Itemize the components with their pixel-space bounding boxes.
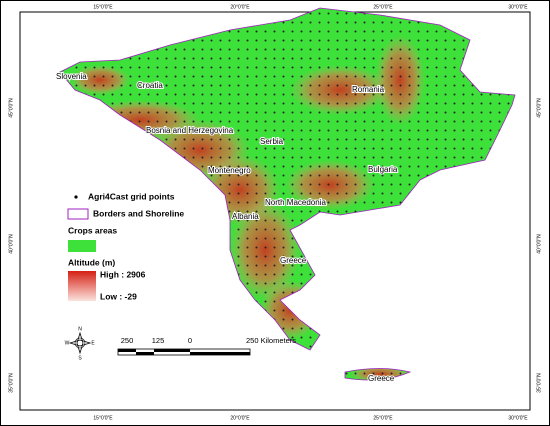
scale-bar: 250 125 0 250 Kilometers [117, 336, 296, 356]
lat-label: 45°0'0"N [536, 98, 542, 118]
legend-label: Low : -29 [100, 291, 137, 301]
lon-label: 25°0'0"E [373, 4, 393, 10]
scale-label: 250 Kilometers [246, 336, 296, 345]
country-label: Greece [280, 256, 307, 265]
compass-letter: E [91, 340, 95, 346]
scale-label: 250 [121, 336, 134, 345]
country-label: North Macedonia [265, 198, 326, 207]
legend-label: Agri4Cast grid points [88, 191, 175, 201]
legend-altitude [68, 271, 96, 301]
country-label: Bosnia and Herzegovina [146, 126, 234, 135]
lat-label: 45°0'0"N [8, 98, 14, 118]
country-label: Romania [352, 85, 385, 94]
country-label: Serbia [260, 137, 284, 146]
legend: Agri4Cast grid points Borders and Shorel… [67, 191, 184, 301]
place-labels: Slovenia Croatia Bosnia and Herzegovina … [55, 71, 399, 384]
lon-label: 25°0'0"E [373, 415, 393, 421]
country-label: Croatia [137, 81, 163, 90]
legend-border [67, 208, 89, 220]
country-label: Montenegro [208, 166, 251, 175]
country-label: Slovenia [56, 72, 87, 81]
legend-label: Borders and Shoreline [93, 208, 184, 218]
lat-label: 35°0'0"N [536, 373, 542, 393]
lon-label: 20°0'0"E [230, 415, 250, 421]
legend-label: Crops areas [68, 225, 117, 235]
legend-dot [74, 195, 78, 199]
country-label: Albania [232, 212, 259, 221]
country-label: Bulgaria [368, 165, 398, 174]
compass: N E S W [65, 326, 96, 361]
lon-label: 15°0'0"E [93, 415, 113, 421]
scale-label: 0 [188, 336, 192, 345]
coordinate-labels: 15°0'0"E 20°0'0"E 25°0'0"E 30°0'0"E 15°0… [8, 4, 542, 421]
legend-label: High : 2906 [100, 269, 146, 279]
compass-letter: N [78, 326, 82, 332]
lon-label: 15°0'0"E [93, 4, 113, 10]
lat-label: 35°0'0"N [8, 373, 14, 393]
compass-letter: S [78, 355, 82, 361]
country-label: Greece [368, 374, 395, 383]
lon-label: 20°0'0"E [230, 4, 250, 10]
legend-crops [68, 240, 96, 252]
legend-label: Altitude (m) [68, 257, 115, 267]
compass-letter: W [65, 340, 70, 346]
lat-label: 40°0'0"N [8, 234, 14, 254]
lon-label: 30°0'0"E [508, 4, 528, 10]
scale-label: 125 [152, 336, 165, 345]
lon-label: 30°0'0"E [508, 415, 528, 421]
lat-label: 40°0'0"N [536, 234, 542, 254]
